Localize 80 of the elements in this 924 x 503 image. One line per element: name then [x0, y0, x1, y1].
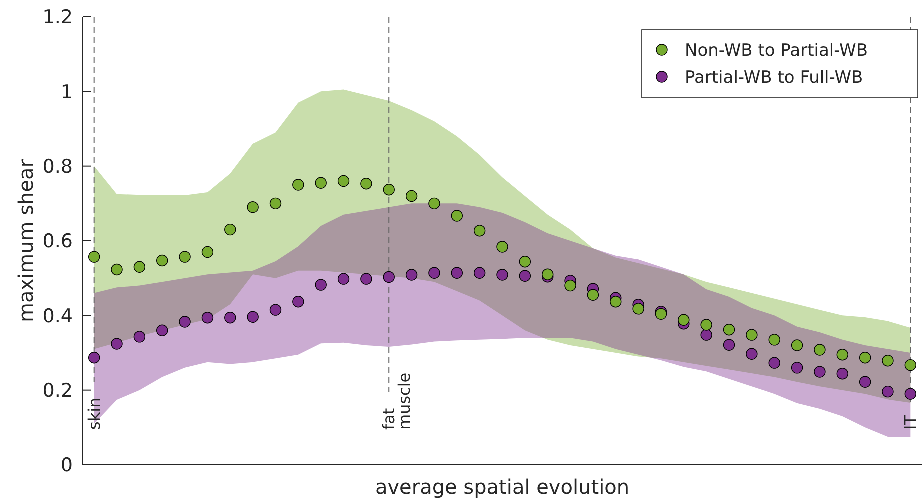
point	[746, 329, 758, 341]
point	[678, 314, 690, 326]
y-tick-label: 1.2	[42, 6, 73, 29]
point	[746, 348, 758, 360]
x-tick-label: skin	[84, 398, 104, 430]
point	[474, 225, 486, 237]
point	[270, 198, 282, 210]
point	[292, 179, 304, 191]
point	[904, 388, 917, 400]
point	[519, 270, 532, 282]
point	[836, 368, 848, 380]
y-tick-label: 1	[60, 81, 73, 104]
point	[134, 261, 146, 273]
point	[428, 267, 440, 279]
point	[904, 359, 917, 372]
x-axis-title: average spatial evolution	[375, 475, 630, 499]
point	[859, 352, 872, 364]
point	[360, 178, 372, 190]
point	[768, 357, 780, 369]
point	[723, 339, 736, 352]
point	[406, 269, 418, 281]
legend-label: Partial-WB to Full-WB	[685, 68, 864, 88]
point	[202, 246, 214, 258]
point	[632, 303, 644, 315]
point	[723, 324, 736, 336]
point	[882, 386, 894, 398]
point	[270, 304, 282, 316]
y-tick-label: 0.8	[42, 156, 73, 178]
point	[474, 267, 486, 279]
point	[700, 319, 712, 331]
point	[224, 224, 236, 236]
point	[88, 352, 100, 364]
point	[791, 362, 804, 374]
point	[700, 329, 712, 341]
point	[814, 366, 826, 378]
point	[134, 331, 146, 343]
point	[610, 296, 622, 308]
point	[338, 273, 350, 285]
point	[791, 340, 804, 352]
point	[247, 202, 259, 214]
point	[406, 190, 418, 202]
point	[156, 324, 168, 336]
point	[292, 296, 304, 308]
point	[655, 308, 668, 320]
point	[383, 184, 395, 196]
point	[859, 376, 872, 388]
point	[360, 273, 372, 285]
point	[836, 349, 848, 361]
point	[587, 289, 600, 301]
point	[496, 241, 508, 253]
legend-label: Non-WB to Partial-WB	[685, 40, 868, 61]
point	[564, 280, 576, 292]
point	[179, 316, 191, 328]
point	[496, 269, 508, 281]
point	[315, 177, 327, 189]
y-tick-label: 0.2	[42, 380, 73, 402]
point	[768, 334, 780, 346]
point	[451, 210, 463, 222]
point	[156, 254, 168, 267]
point	[88, 251, 100, 263]
point	[428, 198, 440, 210]
point	[542, 268, 554, 280]
point	[111, 338, 123, 350]
point	[519, 256, 532, 268]
x-tick-label: IT	[901, 415, 920, 430]
point	[111, 264, 123, 276]
point	[814, 344, 826, 356]
point	[179, 251, 191, 263]
point	[247, 311, 259, 324]
y-axis-title: maximum shear	[14, 158, 38, 323]
point	[451, 267, 463, 279]
y-tick-label: 0.4	[42, 305, 73, 328]
y-tick-label: 0.6	[42, 230, 73, 253]
y-tick-label: 0	[60, 454, 73, 477]
point	[224, 312, 236, 324]
point	[202, 312, 214, 324]
point	[338, 175, 350, 188]
point	[882, 354, 894, 367]
point	[383, 271, 395, 284]
point	[315, 279, 327, 291]
